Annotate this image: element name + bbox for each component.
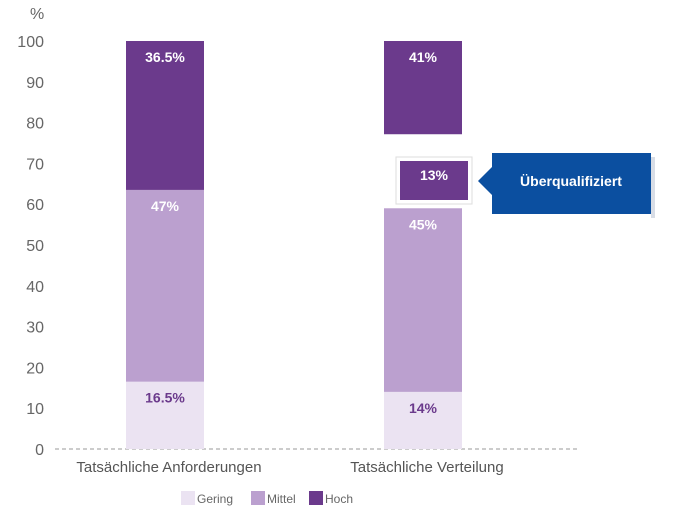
x-axis: Tatsächliche Anforderungen Tatsächliche V… (76, 459, 503, 476)
legend-swatch-gering (181, 491, 195, 505)
data-label: 36.5% (145, 49, 185, 65)
data-label: 41% (409, 49, 438, 65)
y-tick-label: 70 (26, 156, 44, 173)
y-tick-label: 0 (35, 442, 44, 459)
legend-label: Mittel (267, 492, 296, 506)
callout-text: Überqualifiziert (520, 173, 622, 189)
bar-segment-hoch (384, 41, 462, 135)
bars (126, 41, 462, 449)
bar-segment-mittel (126, 189, 204, 382)
y-tick-label: 50 (26, 238, 44, 255)
callout-pointer (478, 167, 492, 195)
data-label: 14% (409, 400, 438, 416)
legend-label: Hoch (325, 492, 353, 506)
data-labels: 16.5% 47% 36.5% 14% 45% 41% (145, 49, 437, 416)
y-tick-label: 10 (26, 401, 44, 418)
data-label: 16.5% (145, 390, 185, 406)
highlight-segment (400, 161, 468, 200)
bar-segment-gering (126, 381, 204, 449)
callout: 13% Überqualifiziert (395, 153, 655, 218)
y-tick-label: 20 (26, 360, 44, 377)
y-tick-label: 100 (17, 34, 44, 51)
legend-label: Gering (197, 492, 233, 506)
y-tick-label: 40 (26, 279, 44, 296)
y-tick-label: 90 (26, 75, 44, 92)
callout-shadow (651, 157, 655, 218)
data-label: 47% (151, 198, 180, 214)
category-label: Tatsächliche Verteilung (350, 459, 503, 476)
data-label: 45% (409, 216, 438, 232)
legend-swatch-hoch (309, 491, 323, 505)
y-tick-label: 60 (26, 197, 44, 214)
legend: Gering Mittel Hoch (181, 491, 353, 506)
callout-box (492, 153, 651, 214)
bar-segment-mittel (384, 208, 462, 392)
highlight-data-label: 13% (420, 167, 449, 183)
legend-swatch-mittel (251, 491, 265, 505)
y-tick-label: 80 (26, 116, 44, 133)
y-tick-label: 30 (26, 320, 44, 337)
bar-segment-hoch (126, 41, 204, 190)
y-axis-unit-label: % (30, 6, 44, 23)
bar-segment-gering (384, 391, 462, 449)
category-label: Tatsächliche Anforderungen (76, 459, 261, 476)
y-axis: % 0 10 20 30 40 50 60 70 80 90 100 (17, 6, 580, 459)
